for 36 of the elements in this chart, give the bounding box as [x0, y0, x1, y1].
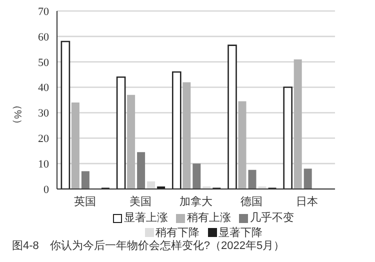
bar — [192, 164, 201, 189]
legend-label: 几乎不变 — [249, 211, 294, 225]
bar — [228, 44, 237, 189]
bar — [116, 76, 126, 189]
x-tick-label: 日本 — [296, 194, 318, 208]
bar — [60, 40, 70, 189]
y-tick-label: 0 — [44, 184, 50, 196]
y-tick-label: 30 — [38, 108, 50, 120]
bar — [137, 152, 146, 189]
bar — [294, 59, 302, 189]
bar — [238, 101, 246, 189]
bar — [248, 170, 256, 189]
legend-label: 显著上涨 — [123, 211, 168, 225]
y-axis-title: （%） — [11, 100, 22, 129]
legend-label: 稍有上涨 — [186, 211, 231, 225]
legend-label: 稍有下降 — [154, 226, 200, 240]
bar — [71, 102, 80, 189]
bar — [147, 181, 156, 189]
bar — [172, 71, 182, 189]
text: 图4-8 你认为今后一年物价会怎样变化?（2022年5月） — [12, 238, 285, 253]
bar — [304, 168, 312, 189]
x-tick-label: 美国 — [129, 194, 152, 208]
y-tick-label: 20 — [38, 133, 50, 146]
x-tick-label: 英国 — [74, 194, 96, 208]
y-tick-label: 10 — [38, 158, 50, 170]
y-tick-label: 70 — [38, 6, 50, 18]
bar — [283, 86, 292, 189]
y-tick-label: 50 — [38, 56, 50, 69]
bar — [127, 94, 136, 189]
y-tick-label: 40 — [38, 82, 50, 94]
y-tick-label: 60 — [38, 31, 50, 44]
bar — [182, 82, 191, 189]
x-tick-label: 加拿大 — [180, 194, 212, 208]
x-tick-label: 德国 — [240, 196, 263, 208]
bar — [81, 171, 90, 189]
legend-label: 显著下降 — [218, 226, 262, 240]
